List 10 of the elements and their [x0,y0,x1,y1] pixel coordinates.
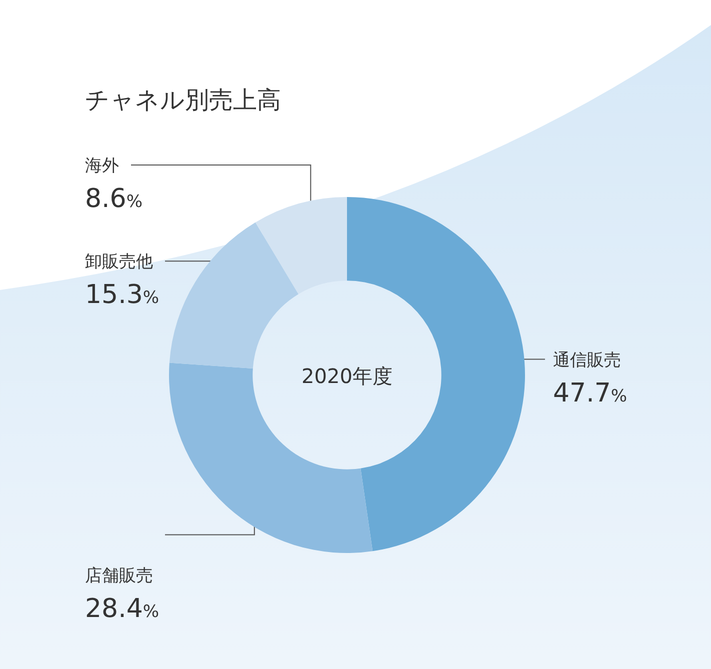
slice-label: 店舗販売 [85,566,153,586]
slice-label: 卸販売他 [85,252,153,272]
slice-label: 通信販売 [553,350,621,370]
data-label: 28.4% [85,594,160,624]
data-label: 47.7% [553,378,628,408]
data-label: 15.3% [85,280,160,310]
text: 2020年度 [302,364,392,388]
data-label: 8.6% [85,184,143,214]
chart-title: チャネル別売上高 [85,86,281,114]
slice-label: 海外 [85,156,119,176]
